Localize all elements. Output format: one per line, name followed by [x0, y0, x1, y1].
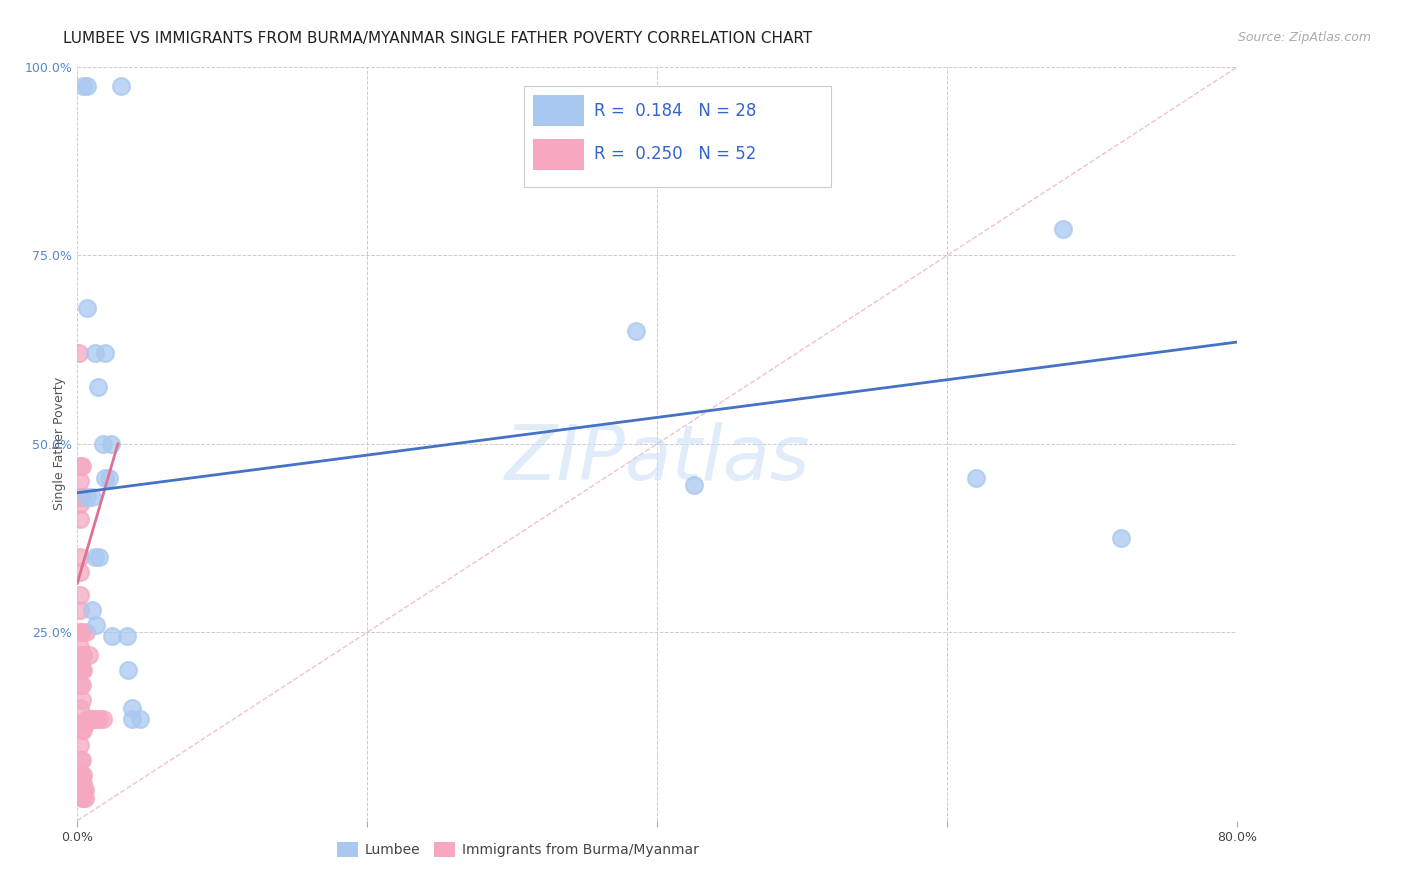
- Point: [121, 700, 143, 714]
- Point: [69, 625, 91, 640]
- Point: [70, 663, 93, 677]
- Text: R =  0.250   N = 52: R = 0.250 N = 52: [593, 145, 756, 163]
- Point: [80, 490, 103, 504]
- Point: [69, 549, 91, 564]
- Point: [70, 459, 93, 474]
- Point: [83, 346, 105, 360]
- Point: [86, 380, 108, 394]
- Point: [80, 602, 103, 616]
- Point: [72, 783, 94, 797]
- Point: [69, 588, 91, 602]
- Point: [100, 437, 122, 451]
- Point: [115, 629, 138, 643]
- Point: [70, 723, 93, 738]
- Point: [965, 471, 987, 485]
- Point: [76, 712, 98, 726]
- Point: [69, 490, 91, 504]
- Point: [98, 471, 121, 485]
- Point: [624, 324, 647, 338]
- Point: [87, 712, 110, 726]
- Point: [110, 78, 132, 93]
- Point: [72, 663, 94, 677]
- Text: ZIPatlas: ZIPatlas: [505, 422, 810, 496]
- Point: [83, 549, 105, 564]
- FancyBboxPatch shape: [524, 86, 831, 187]
- Point: [69, 497, 91, 511]
- Point: [69, 768, 91, 782]
- Text: R =  0.184   N = 28: R = 0.184 N = 28: [593, 102, 756, 120]
- Point: [70, 625, 93, 640]
- Point: [70, 693, 93, 707]
- Point: [1052, 222, 1074, 236]
- Point: [69, 663, 91, 677]
- Point: [72, 715, 94, 730]
- Point: [87, 549, 110, 564]
- Point: [73, 783, 96, 797]
- Point: [69, 739, 91, 753]
- Point: [682, 478, 704, 492]
- Point: [121, 712, 143, 726]
- Point: [69, 678, 91, 692]
- Point: [1111, 531, 1133, 545]
- Point: [69, 459, 91, 474]
- Point: [69, 475, 91, 489]
- Point: [82, 712, 104, 726]
- Point: [70, 678, 93, 692]
- Point: [75, 715, 97, 730]
- Point: [70, 768, 93, 782]
- Point: [76, 490, 98, 504]
- Point: [72, 768, 94, 782]
- Point: [84, 617, 107, 632]
- Point: [94, 346, 117, 360]
- Point: [70, 783, 93, 797]
- Point: [69, 602, 91, 616]
- Point: [72, 648, 94, 662]
- Point: [76, 78, 98, 93]
- Point: [70, 648, 93, 662]
- Point: [93, 437, 115, 451]
- Point: [72, 776, 94, 790]
- Point: [77, 648, 100, 662]
- Point: [69, 700, 91, 714]
- Point: [76, 301, 98, 315]
- Point: [67, 346, 90, 360]
- FancyBboxPatch shape: [533, 95, 585, 127]
- Point: [72, 78, 94, 93]
- Point: [70, 791, 93, 805]
- Point: [73, 791, 96, 805]
- Point: [70, 490, 93, 504]
- Point: [93, 712, 115, 726]
- Y-axis label: Single Father Poverty: Single Father Poverty: [53, 377, 66, 510]
- Point: [101, 629, 124, 643]
- Point: [69, 783, 91, 797]
- Point: [117, 663, 139, 677]
- Point: [84, 712, 107, 726]
- Text: LUMBEE VS IMMIGRANTS FROM BURMA/MYANMAR SINGLE FATHER POVERTY CORRELATION CHART: LUMBEE VS IMMIGRANTS FROM BURMA/MYANMAR …: [63, 31, 813, 46]
- Point: [128, 712, 150, 726]
- Point: [70, 715, 93, 730]
- Point: [75, 625, 97, 640]
- Text: Source: ZipAtlas.com: Source: ZipAtlas.com: [1237, 31, 1371, 45]
- Point: [69, 715, 91, 730]
- Point: [69, 512, 91, 526]
- Point: [70, 753, 93, 767]
- Point: [94, 471, 117, 485]
- Point: [69, 640, 91, 655]
- Point: [72, 791, 94, 805]
- Point: [79, 712, 101, 726]
- FancyBboxPatch shape: [533, 138, 585, 170]
- Point: [69, 565, 91, 579]
- Point: [72, 723, 94, 738]
- Point: [69, 753, 91, 767]
- Legend: Lumbee, Immigrants from Burma/Myanmar: Lumbee, Immigrants from Burma/Myanmar: [332, 837, 704, 863]
